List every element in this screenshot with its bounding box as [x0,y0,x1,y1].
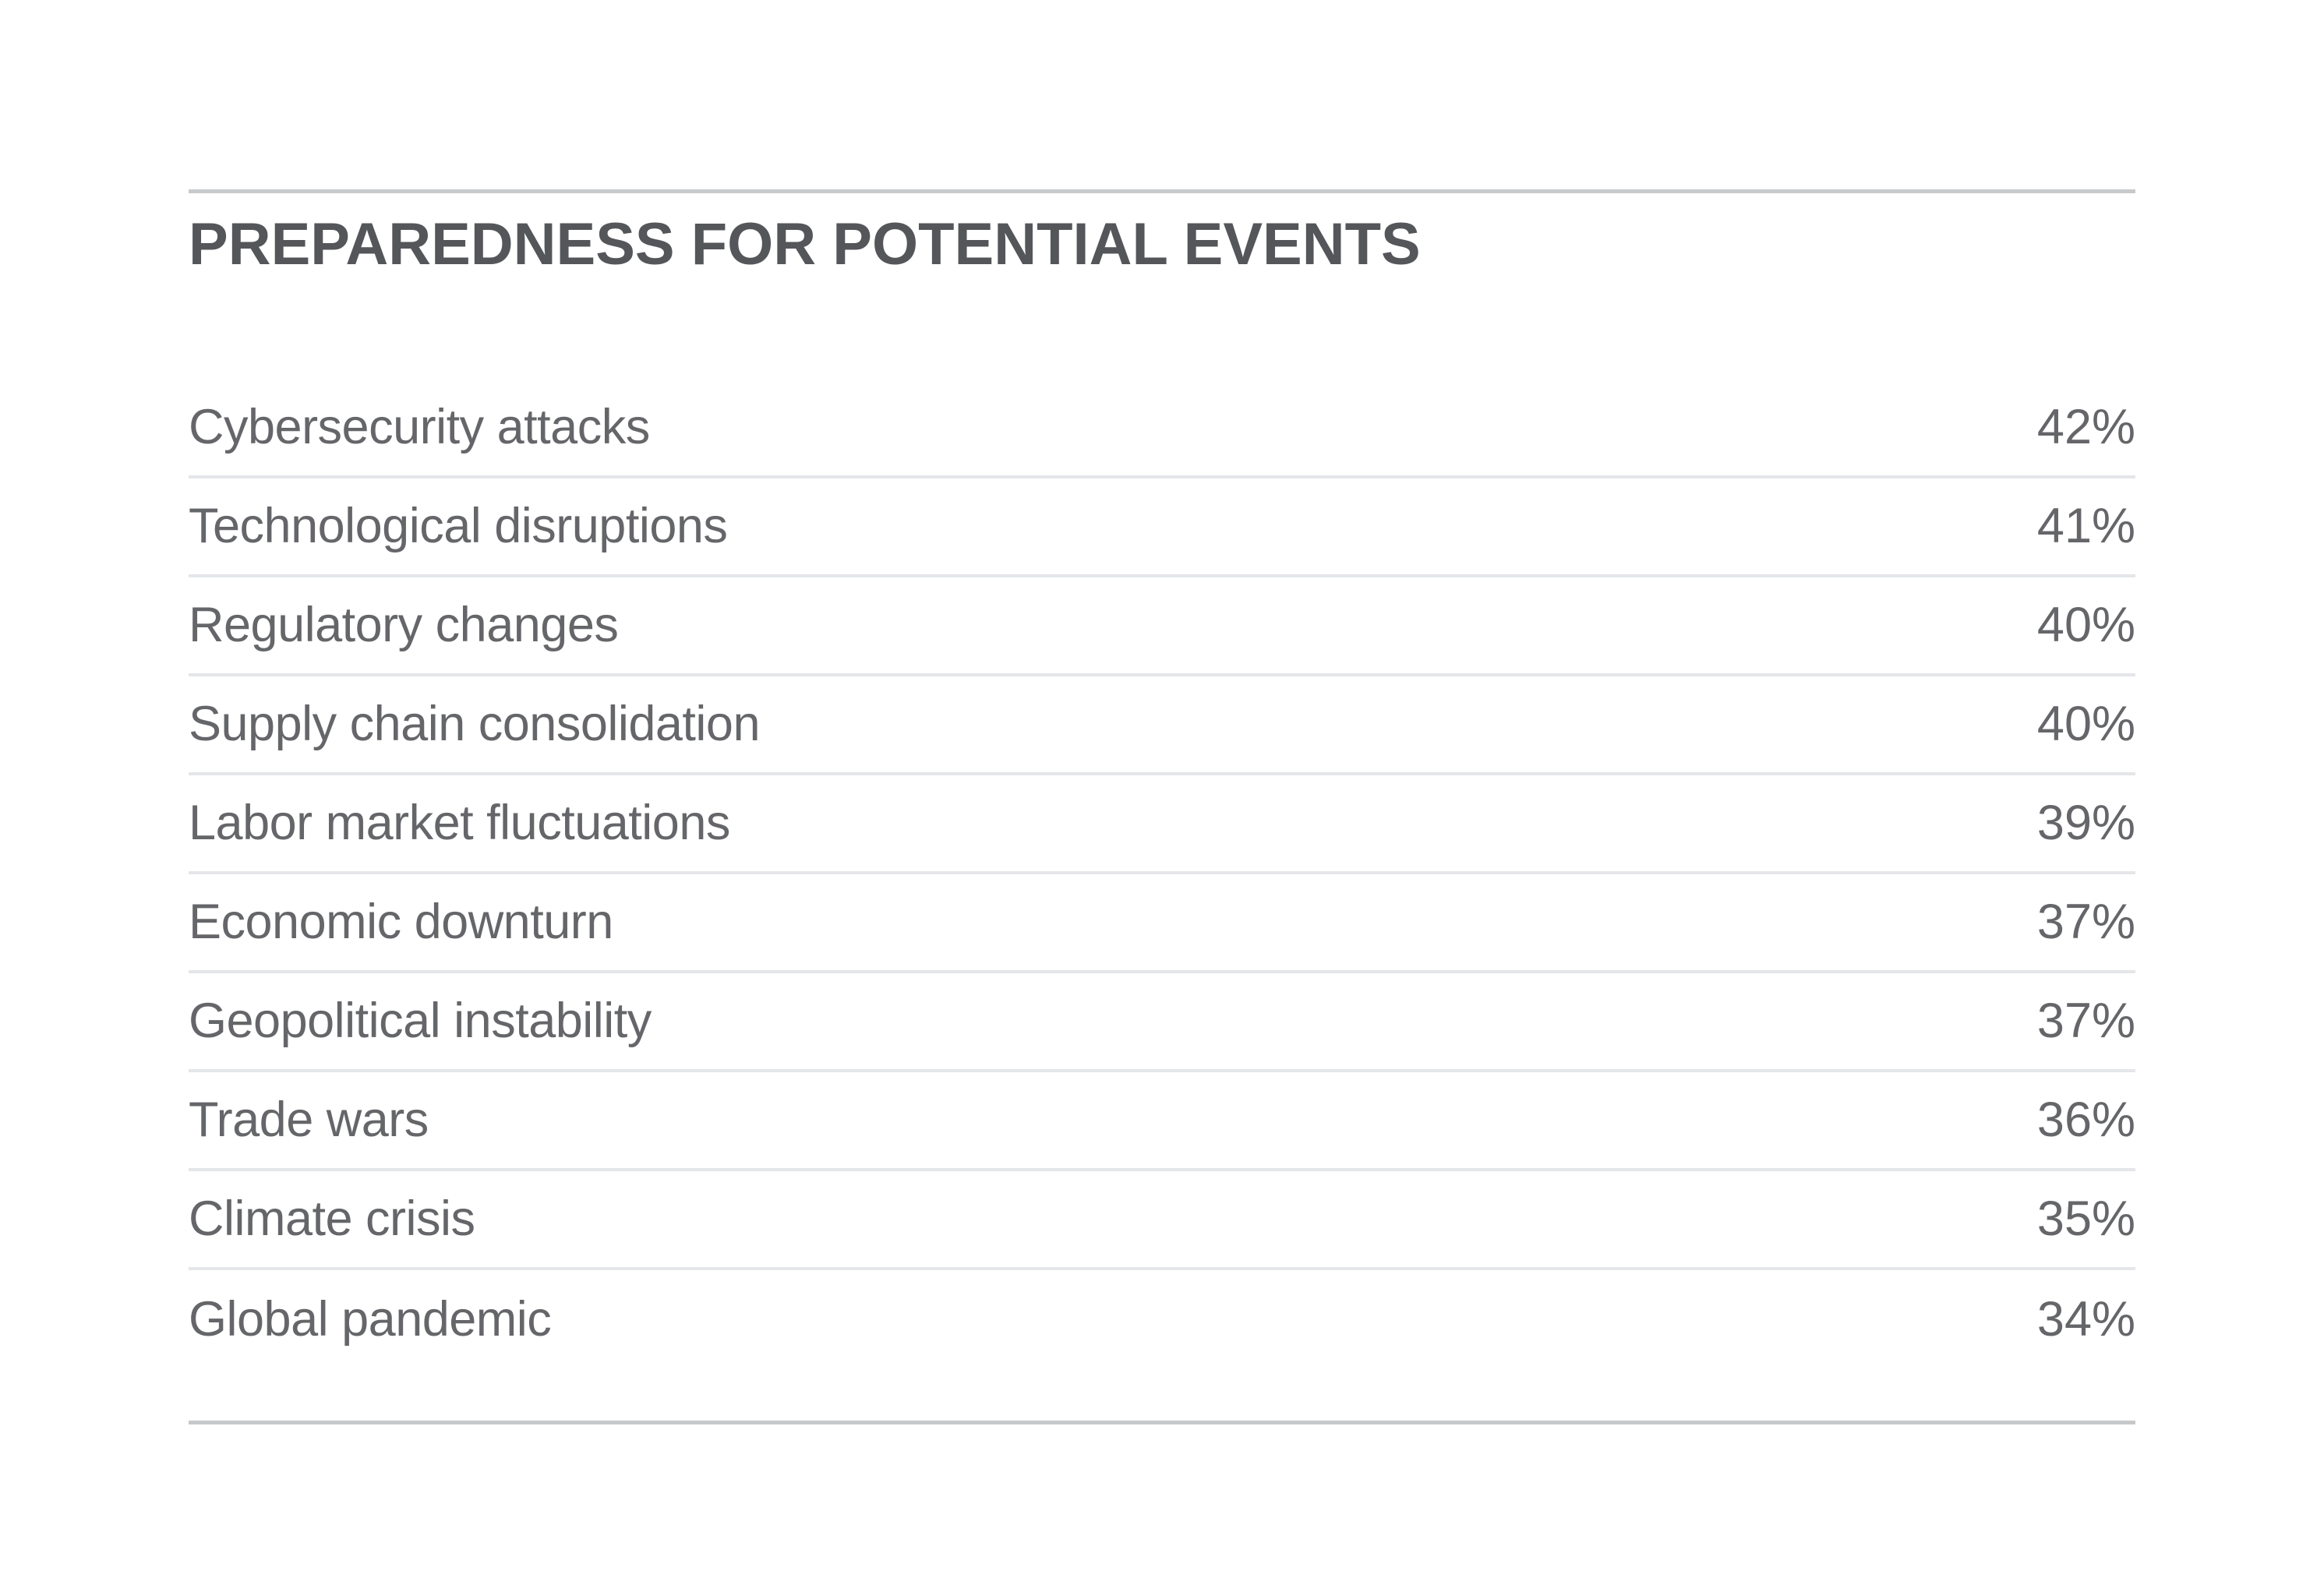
event-label: Supply chain consolidation [189,697,761,751]
preparedness-table: Cybersecurity attacks 42% Technological … [189,379,2135,1369]
event-value: 41% [2036,499,2135,553]
event-label: Climate crisis [189,1191,475,1246]
event-value: 37% [2036,994,2135,1048]
event-value: 36% [2036,1093,2135,1147]
event-value: 35% [2036,1191,2135,1246]
event-label: Global pandemic [189,1292,552,1347]
bottom-divider [189,1421,2135,1424]
event-value: 34% [2036,1292,2135,1347]
event-value: 37% [2036,895,2135,949]
table-row: Regulatory changes 40% [189,577,2135,676]
event-label: Geopolitical instability [189,994,652,1048]
event-label: Cybersecurity attacks [189,400,650,454]
top-divider [189,189,2135,193]
table-row: Supply chain consolidation 40% [189,676,2135,775]
table-row: Technological disruptions 41% [189,478,2135,577]
event-value: 42% [2036,400,2135,454]
table-row: Labor market fluctuations 39% [189,775,2135,874]
event-value: 40% [2036,697,2135,751]
event-label: Trade wars [189,1093,429,1147]
table-row: Global pandemic 34% [189,1270,2135,1369]
event-label: Economic downturn [189,895,613,949]
section-title: PREPAREDNESS FOR POTENTIAL EVENTS [189,211,1421,277]
table-row: Climate crisis 35% [189,1171,2135,1270]
table-row: Economic downturn 37% [189,874,2135,973]
event-label: Regulatory changes [189,598,619,652]
table-row: Geopolitical instability 37% [189,973,2135,1072]
event-label: Technological disruptions [189,499,728,553]
table-row: Cybersecurity attacks 42% [189,379,2135,478]
report-section: PREPAREDNESS FOR POTENTIAL EVENTS Cybers… [189,189,2135,1424]
table-row: Trade wars 36% [189,1072,2135,1171]
event-label: Labor market fluctuations [189,796,730,850]
event-value: 40% [2036,598,2135,652]
event-value: 39% [2036,796,2135,850]
